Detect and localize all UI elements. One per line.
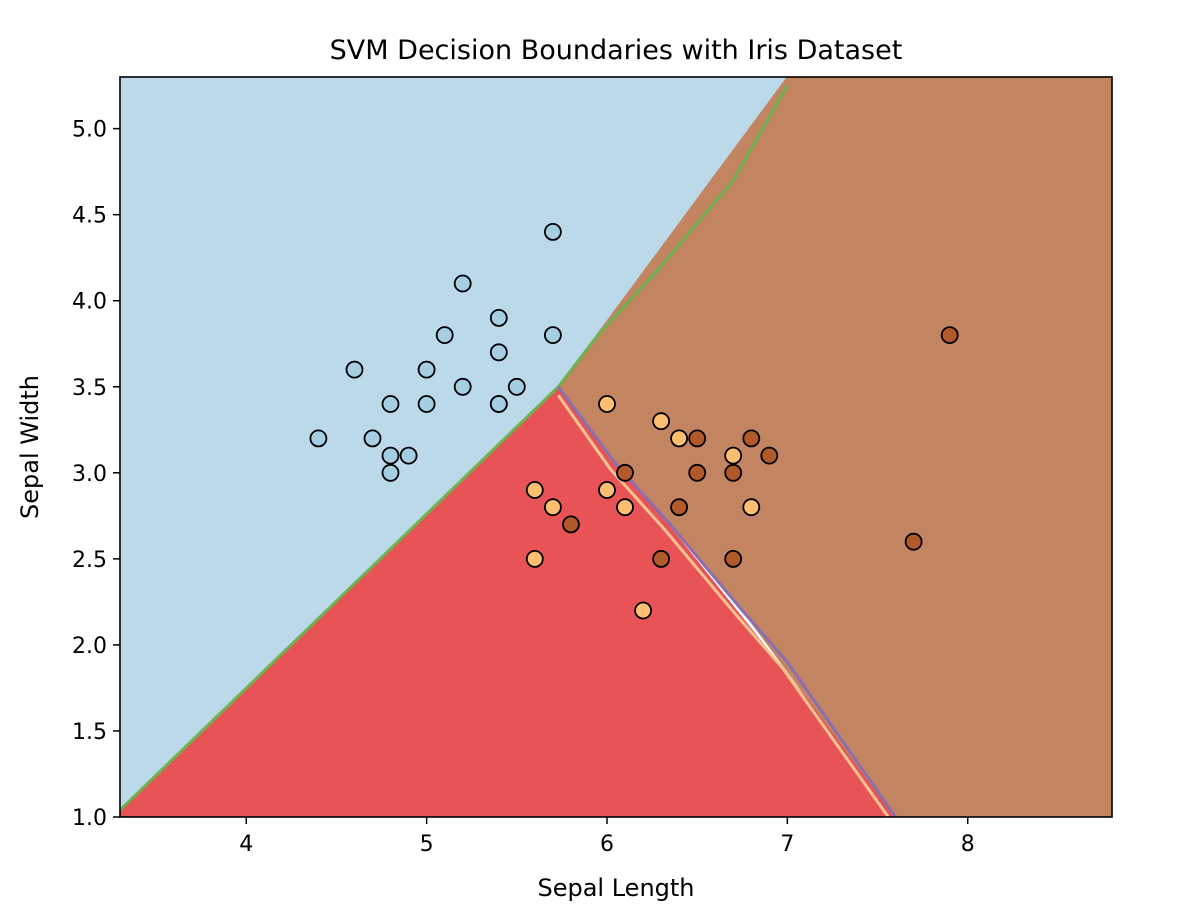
data-point-class-0 (417, 395, 436, 413)
data-point-class-1 (598, 481, 616, 499)
data-point-class-2 (670, 498, 688, 517)
data-point-class-0 (507, 377, 526, 396)
data-point-class-0 (345, 360, 364, 379)
data-point-class-2 (724, 550, 743, 568)
y-tick-label: 3.0 (72, 462, 107, 487)
x-tick-label: 6 (600, 832, 614, 857)
data-point-class-0 (309, 429, 328, 448)
chart-title: SVM Decision Boundaries with Iris Datase… (330, 35, 903, 66)
data-point-class-1 (652, 412, 670, 431)
y-tick-label: 2.0 (72, 634, 107, 659)
data-point-class-1 (616, 498, 634, 517)
data-point-class-0 (381, 446, 400, 465)
decision-boundary-line (557, 385, 897, 817)
data-point-class-0 (363, 429, 382, 448)
data-point-class-0 (381, 395, 400, 413)
x-tick-label: 7 (780, 832, 794, 857)
x-tick-label: 5 (420, 832, 434, 857)
x-tick-label: 4 (239, 832, 253, 857)
data-point-class-2 (904, 532, 923, 551)
data-point-class-2 (724, 463, 743, 482)
data-point-class-2 (562, 515, 580, 534)
y-tick-label: 5.0 (72, 118, 107, 143)
data-point-class-2 (760, 446, 779, 465)
data-point-class-1 (724, 446, 743, 465)
data-point-class-0 (453, 377, 472, 396)
data-point-class-0 (544, 326, 562, 345)
x-tick-label: 8 (961, 832, 975, 857)
data-point-class-0 (544, 222, 562, 241)
data-point-class-0 (435, 326, 454, 345)
data-point-class-1 (670, 429, 688, 448)
data-point-class-2 (616, 463, 634, 482)
y-tick-label: 4.0 (72, 290, 107, 315)
data-point-class-0 (381, 463, 400, 482)
y-tick-label: 1.0 (72, 806, 107, 831)
data-point-class-0 (489, 308, 508, 327)
y-axis-label: Sepal Width (16, 375, 44, 519)
data-point-class-2 (688, 429, 707, 448)
data-point-class-2 (940, 326, 959, 345)
data-point-class-1 (544, 498, 562, 517)
axes-frame (119, 76, 1113, 818)
y-tick-label: 1.5 (72, 720, 107, 745)
x-axis-ticks: 4 5 6 7 8 (239, 817, 975, 857)
data-point-class-0 (489, 343, 508, 362)
data-point-class-0 (399, 446, 418, 465)
data-point-class-2 (742, 429, 761, 448)
data-point-class-1 (525, 550, 544, 568)
data-point-class-2 (652, 550, 670, 568)
y-tick-label: 3.5 (72, 376, 107, 401)
decision-boundary-line (557, 394, 890, 817)
data-point-class-1 (634, 601, 652, 620)
plot-area (120, 77, 1112, 817)
data-point-class-0 (417, 360, 436, 379)
data-point-class-2 (688, 463, 707, 482)
data-point-class-1 (742, 498, 761, 517)
x-axis-label: Sepal Length (537, 874, 694, 902)
y-tick-label: 4.5 (72, 204, 107, 229)
data-point-class-1 (598, 395, 616, 413)
data-point-class-0 (453, 274, 472, 293)
data-point-class-0 (489, 395, 508, 413)
data-point-class-1 (525, 481, 544, 499)
y-tick-label: 2.5 (72, 548, 107, 573)
decision-boundary-line (120, 84, 789, 812)
y-axis-ticks: 1.0 1.5 2.0 2.5 3.0 3.5 4.0 4.5 5.0 (72, 118, 120, 831)
